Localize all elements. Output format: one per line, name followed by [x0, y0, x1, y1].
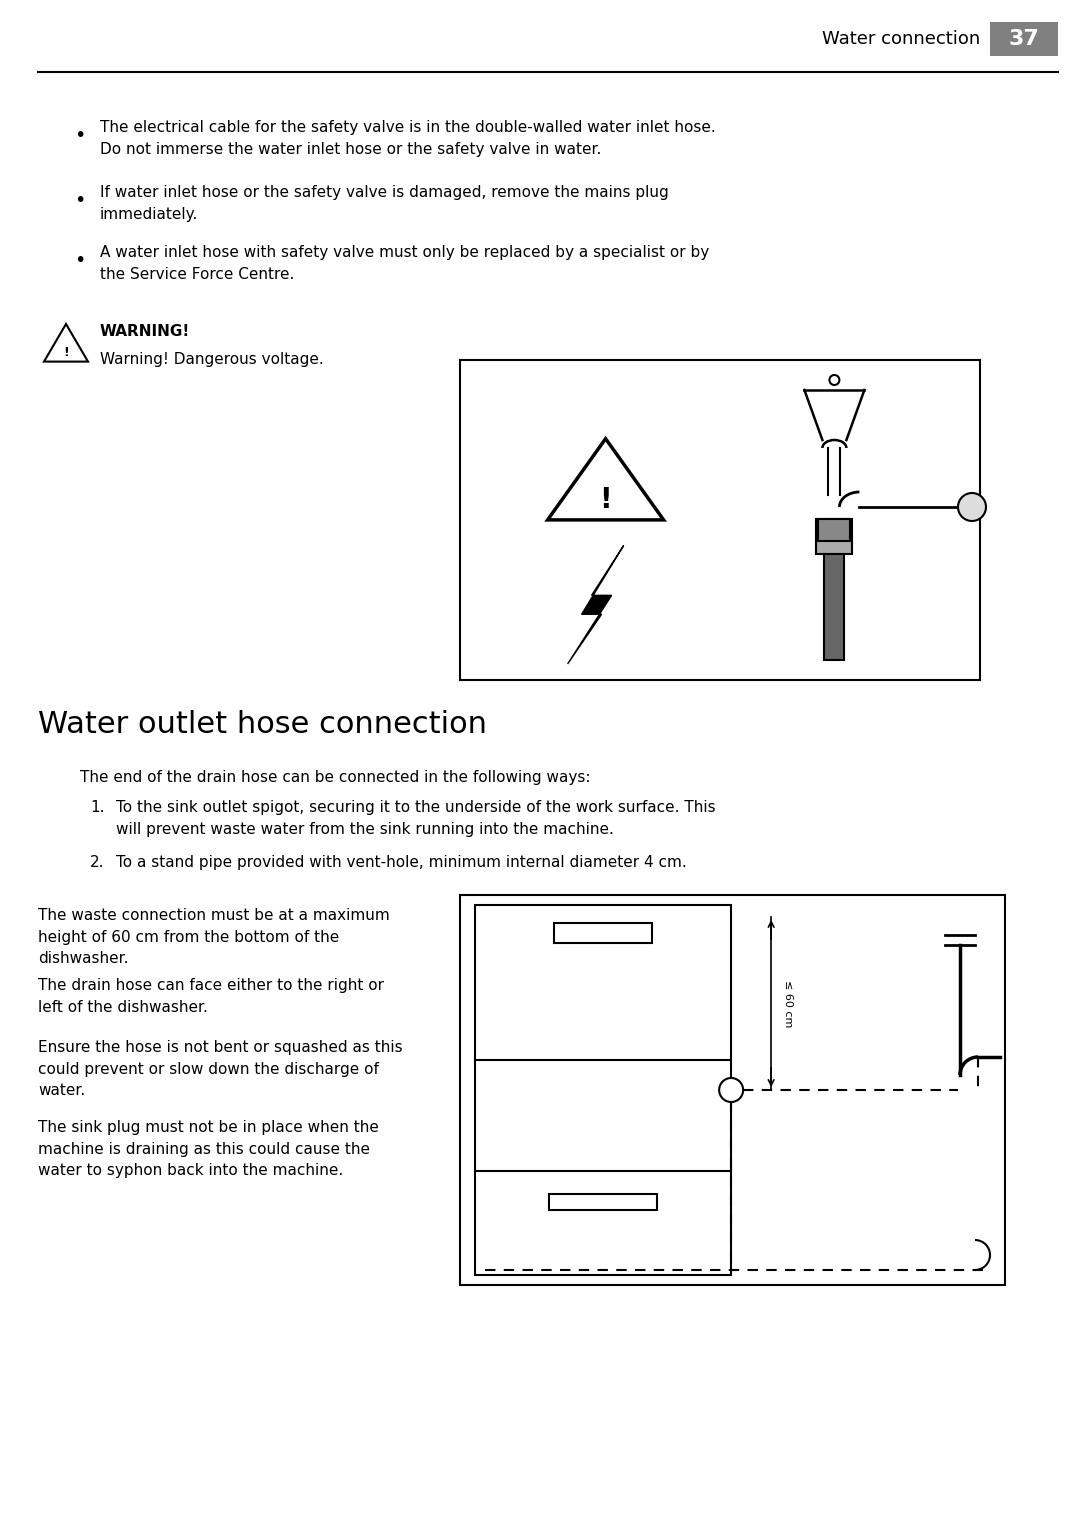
Text: !: !: [599, 486, 612, 514]
Text: To the sink outlet spigot, securing it to the underside of the work surface. Thi: To the sink outlet spigot, securing it t…: [116, 800, 716, 836]
Bar: [550, 1194, 657, 1209]
Bar: [824, 553, 845, 661]
Text: Water connection: Water connection: [822, 31, 980, 47]
Text: 1.: 1.: [90, 800, 105, 815]
Text: The sink plug must not be in place when the
machine is draining as this could ca: The sink plug must not be in place when …: [38, 1121, 379, 1179]
Bar: [990, 21, 1058, 57]
Circle shape: [829, 375, 839, 385]
Bar: [816, 518, 852, 553]
Text: To a stand pipe provided with vent-hole, minimum internal diameter 4 cm.: To a stand pipe provided with vent-hole,…: [116, 855, 687, 870]
Text: A water inlet hose with safety valve must only be replaced by a specialist or by: A water inlet hose with safety valve mus…: [100, 245, 710, 281]
Bar: [819, 518, 850, 541]
Text: The waste connection must be at a maximum
height of 60 cm from the bottom of the: The waste connection must be at a maximu…: [38, 908, 390, 966]
Text: The electrical cable for the safety valve is in the double-walled water inlet ho: The electrical cable for the safety valv…: [100, 119, 716, 156]
Polygon shape: [568, 546, 623, 664]
Text: ≤ 60 cm: ≤ 60 cm: [783, 980, 793, 1027]
Text: •: •: [75, 125, 85, 145]
Bar: [554, 924, 651, 943]
Text: The drain hose can face either to the right or
left of the dishwasher.: The drain hose can face either to the ri…: [38, 979, 384, 1015]
Text: •: •: [75, 191, 85, 209]
Text: Warning! Dangerous voltage.: Warning! Dangerous voltage.: [100, 352, 324, 367]
Text: The end of the drain hose can be connected in the following ways:: The end of the drain hose can be connect…: [80, 771, 591, 784]
Text: !: !: [63, 346, 69, 359]
Bar: [460, 894, 1005, 1284]
Text: •: •: [75, 251, 85, 271]
Bar: [475, 905, 731, 1275]
Text: 37: 37: [1009, 29, 1039, 49]
Bar: [460, 359, 980, 680]
Text: Water outlet hose connection: Water outlet hose connection: [38, 709, 487, 739]
Text: WARNING!: WARNING!: [100, 324, 190, 339]
Text: Ensure the hose is not bent or squashed as this
could prevent or slow down the d: Ensure the hose is not bent or squashed …: [38, 1040, 403, 1098]
Circle shape: [958, 492, 986, 521]
Text: 2.: 2.: [90, 855, 105, 870]
Circle shape: [719, 1078, 743, 1102]
Text: If water inlet hose or the safety valve is damaged, remove the mains plug
immedi: If water inlet hose or the safety valve …: [100, 185, 669, 222]
